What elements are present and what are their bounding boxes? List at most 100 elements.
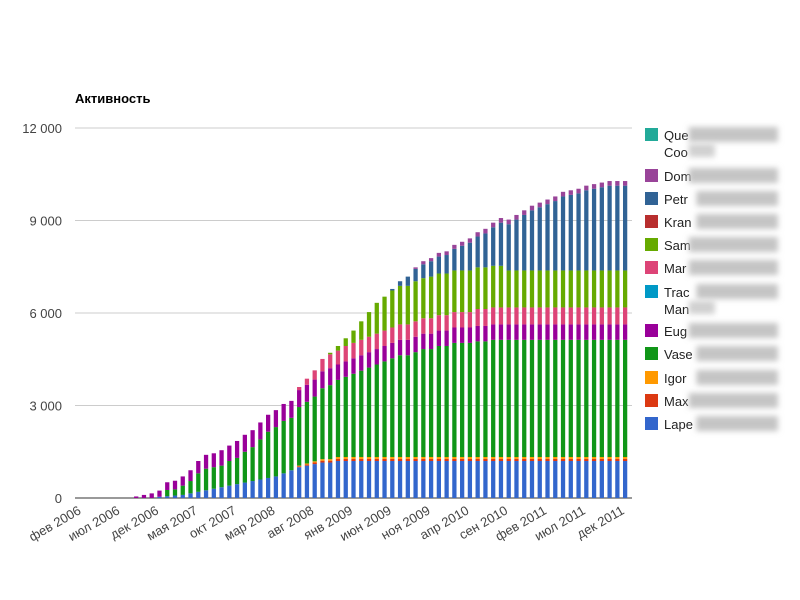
legend-label: Lape <box>664 417 693 432</box>
bar-segment <box>584 339 589 457</box>
bar-segment <box>537 207 542 271</box>
bar-segment <box>428 461 434 498</box>
bar-segment <box>584 270 589 308</box>
legend-item[interactable]: Kran <box>645 214 778 230</box>
bar-segment <box>444 456 449 459</box>
bar-segment <box>165 496 170 498</box>
bar-segment <box>335 350 341 365</box>
legend-item[interactable]: Mar <box>645 260 778 276</box>
bar-segment <box>607 270 612 308</box>
bar-segment <box>390 456 395 459</box>
bar-segment <box>397 355 403 457</box>
bar-segment <box>219 487 224 498</box>
bar-segment <box>234 484 240 499</box>
redacted-name-blur <box>696 284 778 299</box>
bar-segment <box>436 345 441 457</box>
bar-segment <box>359 355 364 371</box>
legend-item[interactable]: Que Coo <box>645 127 778 160</box>
bar-segment <box>475 232 480 237</box>
legend-item[interactable]: Eug <box>645 323 778 339</box>
bar-segment <box>545 458 550 461</box>
bar-segment <box>211 467 216 489</box>
bar-segment <box>545 270 550 308</box>
bar-segment <box>421 333 426 350</box>
legend-label: Max <box>664 394 689 409</box>
bar-segment <box>607 456 612 459</box>
bar-segment <box>622 458 628 461</box>
bar-segment <box>328 460 333 463</box>
bar-segment <box>366 367 372 457</box>
bar-segment <box>413 321 418 337</box>
bar-segment <box>134 496 139 498</box>
bar-segment <box>382 361 387 457</box>
bar-segment <box>304 465 310 499</box>
legend-item[interactable]: Petr <box>645 191 778 207</box>
bar-segment <box>436 461 441 498</box>
bar-segment <box>576 324 581 340</box>
redacted-name-blur <box>696 191 778 206</box>
bar-segment <box>622 181 628 186</box>
legend-item[interactable]: Trac Man <box>645 284 778 317</box>
bar-segment <box>607 181 612 186</box>
bar-segment <box>436 256 441 274</box>
bar-segment <box>273 410 279 428</box>
bar-segment <box>172 495 178 498</box>
bar-segment <box>568 456 573 459</box>
bar-segment <box>506 458 511 461</box>
bar-segment <box>421 264 426 279</box>
bar-segment <box>382 461 387 498</box>
bar-segment <box>599 339 604 457</box>
bar-segment <box>483 461 488 498</box>
bar-segment <box>491 461 496 498</box>
bar-segment <box>537 270 542 308</box>
legend-swatch <box>645 347 658 360</box>
bar-segment <box>351 358 356 374</box>
legend-item[interactable]: Igor <box>645 370 778 386</box>
bar-segment <box>615 181 620 186</box>
bar-segment <box>560 196 566 271</box>
legend-label: Trac <box>664 285 690 300</box>
bar-segment <box>390 461 395 498</box>
legend-item[interactable]: Sam <box>645 237 778 253</box>
bar-segment <box>498 218 504 223</box>
bar-segment <box>165 482 170 490</box>
bar-segment <box>413 458 418 461</box>
bar-segment <box>622 307 628 325</box>
bar-segment <box>227 485 232 498</box>
bar-segment <box>491 222 496 228</box>
bar-segment <box>522 456 527 459</box>
legend-item[interactable]: Lape <box>645 416 778 432</box>
bar-segment <box>568 190 573 195</box>
bar-segment <box>180 476 185 486</box>
bar-segment <box>460 241 465 246</box>
bar-segment <box>250 481 255 498</box>
bar-segment <box>537 339 542 457</box>
legend-item[interactable]: Vase <box>645 346 778 362</box>
bar-segment <box>219 465 224 488</box>
bar-segment <box>529 339 535 457</box>
bar-segment <box>599 187 604 271</box>
legend-label: Vase <box>664 347 693 362</box>
bar-segment <box>460 312 465 328</box>
bar-segment <box>607 185 612 271</box>
bar-segment <box>529 324 535 340</box>
bar-segment <box>553 270 558 308</box>
bar-segment <box>514 461 519 498</box>
legend-item[interactable]: Dom <box>645 168 778 184</box>
legend-item[interactable]: Max <box>645 393 778 409</box>
bar-segment <box>444 273 449 316</box>
bar-segment <box>366 312 372 337</box>
bar-segment <box>359 456 364 459</box>
bar-segment <box>467 327 473 343</box>
bar-segment <box>591 461 597 498</box>
legend-label: Que <box>664 128 689 143</box>
bar-segment <box>553 461 558 498</box>
legend-swatch <box>645 238 658 251</box>
bar-segment <box>428 349 434 457</box>
bar-segment <box>428 276 434 319</box>
bar-segment <box>514 456 519 459</box>
bar-segment <box>203 490 209 498</box>
bar-segment <box>475 308 480 326</box>
